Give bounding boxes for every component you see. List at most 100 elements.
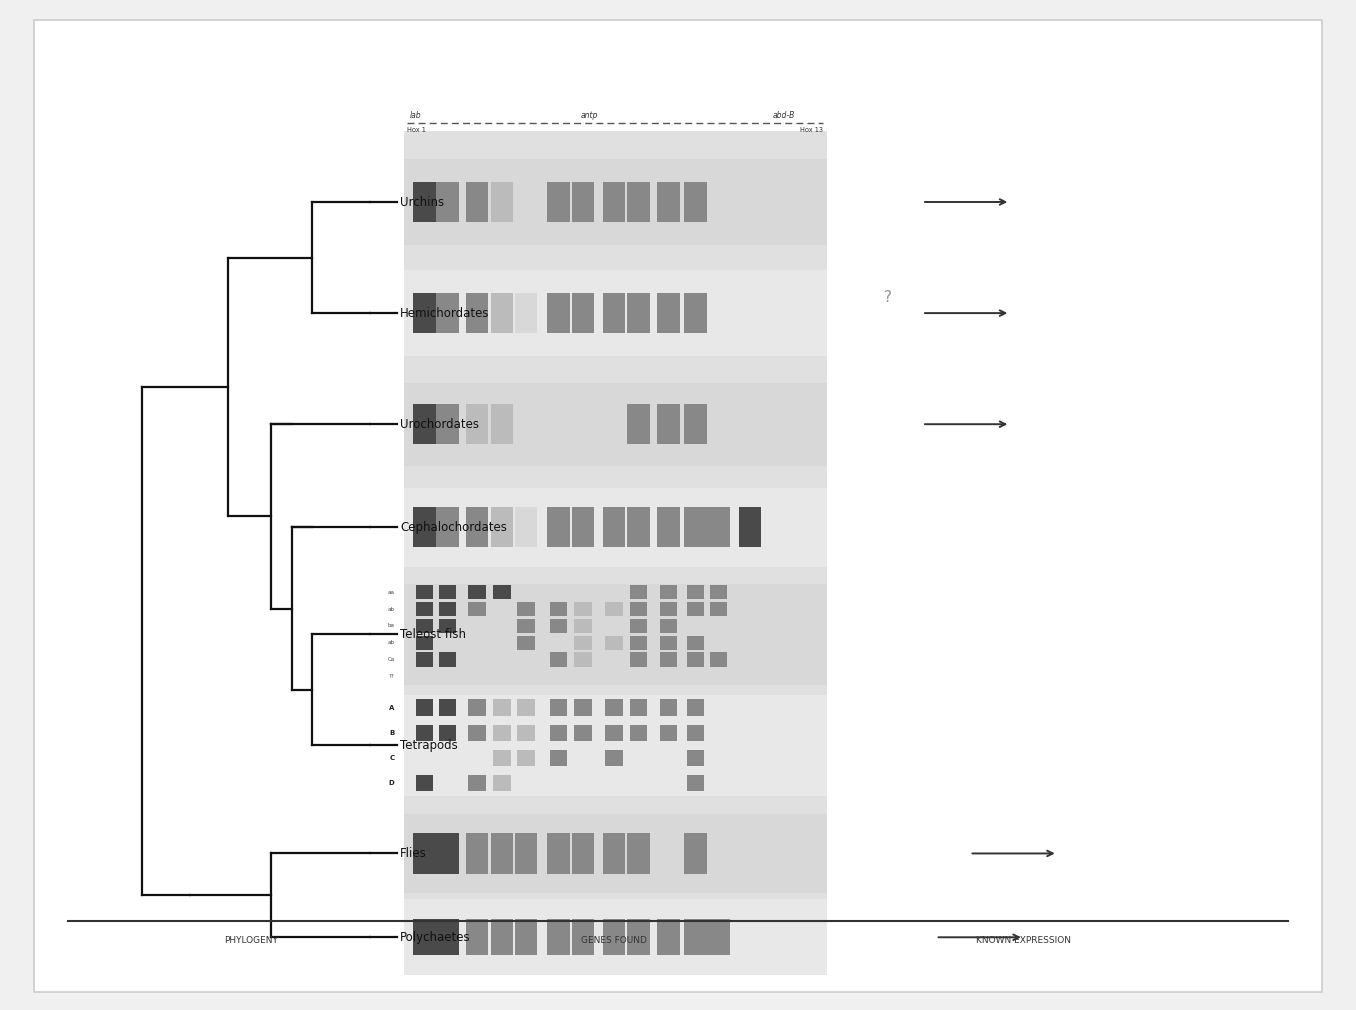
FancyBboxPatch shape: [629, 725, 648, 741]
FancyBboxPatch shape: [685, 182, 706, 222]
FancyBboxPatch shape: [685, 293, 706, 333]
FancyBboxPatch shape: [687, 699, 705, 715]
Text: Hox 1: Hox 1: [407, 127, 426, 133]
Text: ab: ab: [388, 607, 395, 611]
FancyBboxPatch shape: [628, 919, 650, 955]
FancyBboxPatch shape: [685, 833, 706, 874]
FancyBboxPatch shape: [603, 182, 625, 222]
Text: Flies: Flies: [400, 847, 427, 860]
FancyBboxPatch shape: [659, 602, 678, 616]
FancyBboxPatch shape: [466, 404, 488, 444]
Text: C: C: [389, 755, 395, 761]
FancyBboxPatch shape: [739, 507, 761, 547]
Text: aa: aa: [388, 590, 395, 595]
FancyBboxPatch shape: [685, 919, 706, 955]
FancyBboxPatch shape: [494, 776, 510, 792]
FancyBboxPatch shape: [404, 695, 827, 796]
FancyBboxPatch shape: [572, 293, 594, 333]
FancyBboxPatch shape: [415, 585, 434, 599]
FancyBboxPatch shape: [414, 293, 435, 333]
FancyBboxPatch shape: [628, 182, 650, 222]
Text: A: A: [389, 705, 395, 710]
FancyBboxPatch shape: [551, 725, 567, 741]
FancyBboxPatch shape: [575, 699, 591, 715]
FancyBboxPatch shape: [491, 182, 513, 222]
Text: Urchins: Urchins: [400, 196, 445, 208]
FancyBboxPatch shape: [439, 602, 456, 616]
FancyBboxPatch shape: [517, 725, 534, 741]
FancyBboxPatch shape: [575, 602, 591, 616]
FancyBboxPatch shape: [548, 833, 570, 874]
FancyBboxPatch shape: [551, 619, 567, 633]
Text: ab: ab: [388, 640, 395, 645]
Text: Polychaetes: Polychaetes: [400, 931, 471, 943]
FancyBboxPatch shape: [575, 652, 591, 667]
FancyBboxPatch shape: [517, 749, 534, 766]
Text: Hox 13: Hox 13: [800, 127, 823, 133]
FancyBboxPatch shape: [687, 725, 705, 741]
FancyBboxPatch shape: [469, 699, 485, 715]
Text: KNOWN EXPRESSION: KNOWN EXPRESSION: [976, 936, 1071, 945]
Text: D: D: [389, 781, 395, 786]
Text: Tetrapods: Tetrapods: [400, 739, 458, 751]
FancyBboxPatch shape: [517, 635, 534, 649]
FancyBboxPatch shape: [415, 699, 434, 715]
FancyBboxPatch shape: [659, 699, 678, 715]
FancyBboxPatch shape: [515, 293, 537, 333]
Text: abd-B: abd-B: [773, 111, 795, 120]
FancyBboxPatch shape: [515, 182, 537, 222]
FancyBboxPatch shape: [687, 749, 705, 766]
FancyBboxPatch shape: [404, 488, 827, 567]
Text: B: B: [389, 730, 395, 735]
FancyBboxPatch shape: [687, 602, 705, 616]
FancyBboxPatch shape: [687, 652, 705, 667]
FancyBboxPatch shape: [515, 833, 537, 874]
FancyBboxPatch shape: [404, 584, 827, 685]
Text: ??: ??: [389, 674, 395, 679]
FancyBboxPatch shape: [404, 131, 827, 914]
FancyBboxPatch shape: [415, 635, 434, 649]
FancyBboxPatch shape: [629, 635, 648, 649]
FancyBboxPatch shape: [404, 814, 827, 893]
FancyBboxPatch shape: [439, 652, 456, 667]
FancyBboxPatch shape: [415, 652, 434, 667]
FancyBboxPatch shape: [628, 833, 650, 874]
Text: PHYLOGENY: PHYLOGENY: [224, 936, 278, 945]
FancyBboxPatch shape: [469, 776, 485, 792]
Text: ?: ?: [884, 291, 892, 305]
FancyBboxPatch shape: [439, 585, 456, 599]
Text: Ca: Ca: [388, 658, 395, 662]
FancyBboxPatch shape: [687, 585, 705, 599]
FancyBboxPatch shape: [628, 507, 650, 547]
FancyBboxPatch shape: [629, 602, 648, 616]
FancyBboxPatch shape: [494, 699, 510, 715]
FancyBboxPatch shape: [711, 585, 728, 599]
FancyBboxPatch shape: [437, 833, 458, 874]
FancyBboxPatch shape: [572, 182, 594, 222]
FancyBboxPatch shape: [551, 652, 567, 667]
FancyBboxPatch shape: [603, 507, 625, 547]
FancyBboxPatch shape: [437, 404, 458, 444]
FancyBboxPatch shape: [491, 507, 513, 547]
FancyBboxPatch shape: [404, 271, 827, 357]
FancyBboxPatch shape: [414, 507, 435, 547]
FancyBboxPatch shape: [629, 652, 648, 667]
FancyBboxPatch shape: [469, 602, 485, 616]
FancyBboxPatch shape: [551, 749, 567, 766]
FancyBboxPatch shape: [414, 182, 435, 222]
FancyBboxPatch shape: [603, 293, 625, 333]
FancyBboxPatch shape: [572, 833, 594, 874]
FancyBboxPatch shape: [466, 293, 488, 333]
FancyBboxPatch shape: [466, 919, 488, 955]
FancyBboxPatch shape: [415, 776, 434, 792]
FancyBboxPatch shape: [466, 182, 488, 222]
FancyBboxPatch shape: [491, 833, 513, 874]
FancyBboxPatch shape: [469, 585, 485, 599]
FancyBboxPatch shape: [494, 725, 510, 741]
FancyBboxPatch shape: [437, 182, 458, 222]
FancyBboxPatch shape: [34, 20, 1322, 992]
FancyBboxPatch shape: [606, 635, 622, 649]
FancyBboxPatch shape: [685, 507, 706, 547]
FancyBboxPatch shape: [708, 507, 730, 547]
FancyBboxPatch shape: [466, 833, 488, 874]
